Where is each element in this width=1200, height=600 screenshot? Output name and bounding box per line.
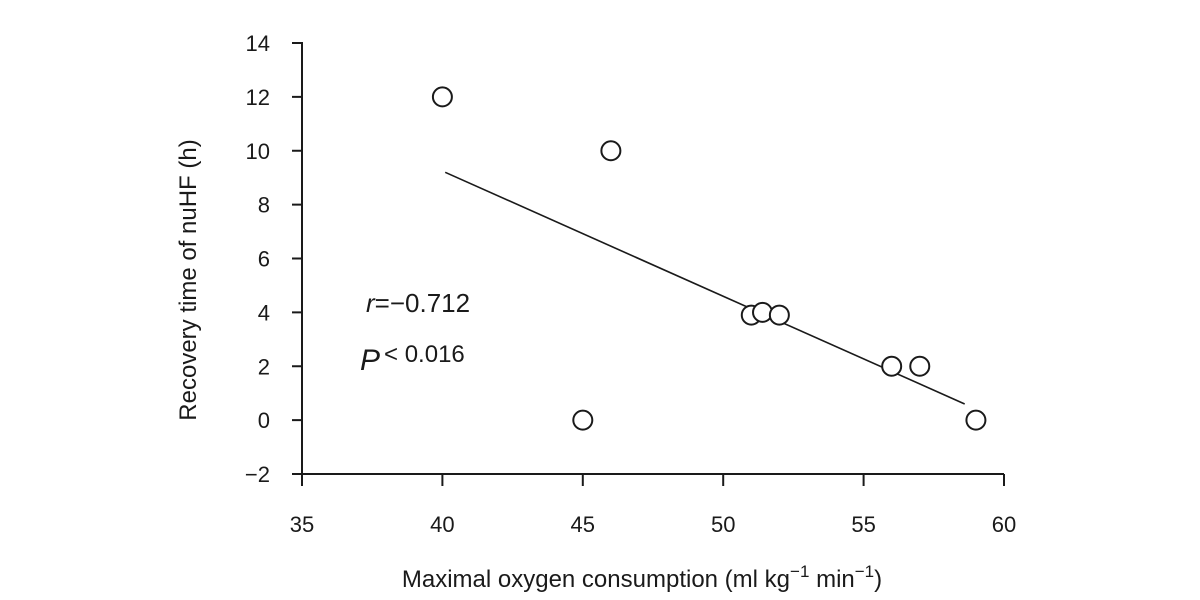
- x-tick-label: 50: [711, 512, 735, 537]
- x-axis-label-sup2: −1: [855, 562, 874, 581]
- data-point: [881, 355, 903, 377]
- y-tick-label: 0: [258, 408, 270, 433]
- trend-group: [444, 171, 966, 405]
- data-point: [768, 304, 790, 326]
- axes: [301, 42, 1004, 475]
- x-tick-label: 60: [992, 512, 1016, 537]
- y-tick-label: 2: [258, 354, 270, 379]
- y-tick-label: 14: [246, 31, 270, 56]
- trend-line: [444, 171, 966, 405]
- p-annotation: P < 0.016: [360, 341, 465, 377]
- data-point: [431, 86, 453, 108]
- y-tick-label: 10: [246, 139, 270, 164]
- x-axis-label-main: Maximal oxygen consumption (ml kg: [402, 566, 790, 593]
- r-annotation: r=−0.712: [366, 288, 470, 318]
- y-tick-label: 12: [246, 85, 270, 110]
- x-ticks: 35 40 45 50 55 60: [290, 474, 1016, 537]
- x-axis-label: Maximal oxygen consumption (ml kg−1 min−…: [402, 562, 882, 593]
- x-tick-label: 40: [430, 512, 454, 537]
- data-point: [965, 409, 987, 431]
- data-point: [752, 301, 774, 323]
- x-tick-label: 55: [851, 512, 875, 537]
- y-tick-label: 4: [258, 300, 270, 325]
- x-axis-label-end: ): [874, 566, 882, 593]
- p-symbol: P: [360, 344, 380, 377]
- r-symbol: r: [366, 288, 376, 318]
- x-tick-label: 45: [571, 512, 595, 537]
- data-point: [600, 140, 622, 162]
- data-points: [431, 86, 987, 431]
- y-ticks: −2 0 2 4 6 8 10 12 14: [245, 31, 302, 487]
- x-axis-label-mid: min: [809, 566, 854, 593]
- p-value: < 0.016: [384, 341, 465, 368]
- y-tick-label: 6: [258, 247, 270, 272]
- r-value: =−0.712: [375, 288, 470, 318]
- y-axis-label: Recovery time of nuHF (h): [175, 139, 202, 420]
- data-point: [909, 355, 931, 377]
- y-tick-label: −2: [245, 462, 270, 487]
- x-tick-label: 35: [290, 512, 314, 537]
- y-tick-label: 8: [258, 193, 270, 218]
- data-point: [572, 409, 594, 431]
- x-axis-label-sup1: −1: [790, 562, 809, 581]
